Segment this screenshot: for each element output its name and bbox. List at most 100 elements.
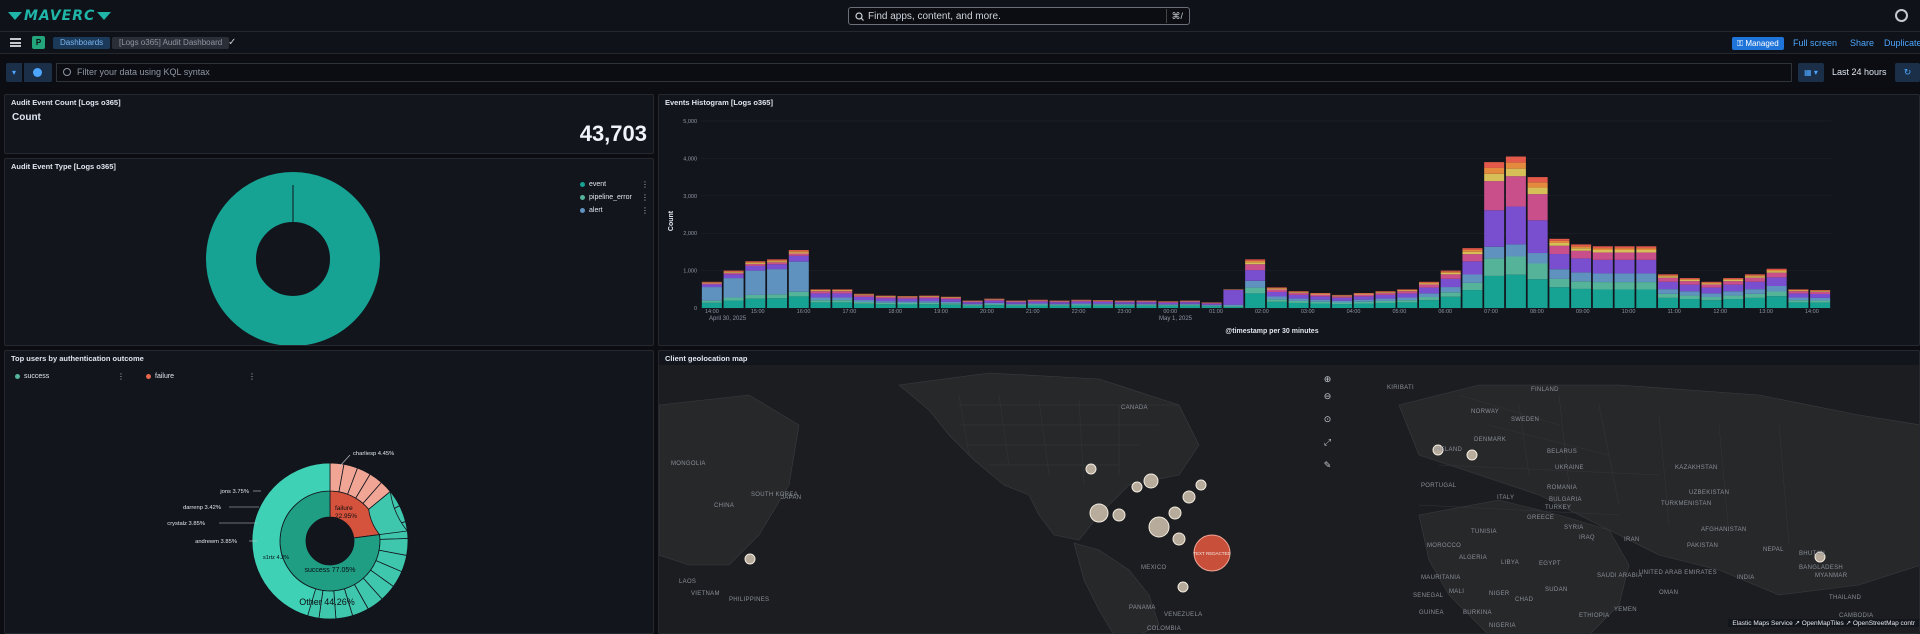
histogram-bar-segment[interactable] [1353,296,1374,300]
histogram-bar-segment[interactable] [1788,297,1809,301]
map-attribution[interactable]: Elastic Maps Service ↗ OpenMapTiles ↗ Op… [1728,619,1919,627]
histogram-bar-segment[interactable] [1223,290,1244,305]
histogram-bar-segment[interactable] [1658,297,1679,308]
histogram-bar-segment[interactable] [1353,303,1374,308]
histogram-bar-segment[interactable] [1440,274,1461,279]
histogram-bar-segment[interactable] [1527,194,1548,221]
histogram-bar-segment[interactable] [853,300,874,303]
histogram-bar-segment[interactable] [1375,298,1396,301]
histogram-bar-segment[interactable] [1636,282,1657,290]
histogram-bar-segment[interactable] [1006,305,1027,308]
histogram-bar-segment[interactable] [788,261,809,292]
histogram-bar-segment[interactable] [745,270,766,295]
histogram-bar-segment[interactable] [1744,297,1765,308]
histogram-bar-segment[interactable] [940,303,961,305]
histogram-bar-segment[interactable] [1375,292,1396,293]
histogram-bar-segment[interactable] [1810,291,1831,292]
histogram-bar-segment[interactable] [1766,269,1787,272]
breadcrumb-dashboards[interactable]: Dashboards [53,37,111,49]
histogram-bar-segment[interactable] [1245,280,1266,288]
histogram-bar-segment[interactable] [1549,287,1570,308]
filter-menu-button[interactable]: ▾ [6,63,22,82]
legend-item-success[interactable]: success [15,373,49,380]
histogram-bar-segment[interactable] [1093,301,1114,304]
histogram-bar-segment[interactable] [1418,282,1439,284]
histogram-bar-segment[interactable] [1505,206,1526,245]
histogram-bar-segment[interactable] [1288,292,1309,295]
histogram-bar-segment[interactable] [1505,274,1526,308]
histogram-bar-segment[interactable] [1571,248,1592,251]
draw-tool-icon[interactable]: ✎ [1323,460,1332,470]
map-point[interactable] [1172,532,1186,546]
histogram-bar-segment[interactable] [810,297,831,301]
histogram-bar-segment[interactable] [832,297,853,301]
map-point[interactable] [744,553,756,565]
histogram-bar-segment[interactable] [984,304,1005,306]
histogram-bar-segment[interactable] [767,298,788,308]
histogram-bar-segment[interactable] [1158,305,1179,308]
histogram-bar-segment[interactable] [1701,300,1722,308]
histogram-bar-segment[interactable] [1744,289,1765,294]
legend-options-icon[interactable]: ⋮ [117,372,125,381]
histogram-bar-segment[interactable] [832,300,853,303]
histogram-bar-segment[interactable] [919,296,940,299]
histogram-bar-segment[interactable] [919,304,940,308]
world-map[interactable]: TEXT REDACTED [659,365,1920,634]
histogram-bar-segment[interactable] [723,271,744,273]
histogram-bar-segment[interactable] [1571,288,1592,308]
histogram-bar-segment[interactable] [962,304,983,306]
duplicate-link[interactable]: Duplicate [1884,38,1920,48]
histogram-bar-segment[interactable] [1136,303,1157,305]
histogram-bar-segment[interactable] [788,251,809,253]
histogram-bar-segment[interactable] [1397,291,1418,294]
histogram-bar-segment[interactable] [1658,293,1679,298]
histogram-bar-segment[interactable] [875,302,896,305]
histogram-bar-segment[interactable] [1788,289,1809,290]
histogram-bar-segment[interactable] [1332,304,1353,308]
histogram-bar-segment[interactable] [1462,254,1483,262]
histogram-bar-segment[interactable] [788,255,809,262]
histogram-bar-segment[interactable] [1114,305,1135,308]
histogram-bar-segment[interactable] [875,301,896,303]
histogram-bar-segment[interactable] [1679,278,1700,280]
histogram-bar-segment[interactable] [1027,305,1048,308]
histogram-bar-segment[interactable] [1288,294,1309,299]
histogram-bar-segment[interactable] [1549,245,1570,255]
histogram-bar-segment[interactable] [1549,278,1570,288]
histogram-bar-segment[interactable] [1658,281,1679,290]
histogram-bar-segment[interactable] [1592,259,1613,274]
histogram-bar-segment[interactable] [1397,302,1418,308]
time-range-label[interactable]: Last 24 hours [1832,67,1887,77]
legend-item-failure[interactable]: failure [146,373,174,380]
legend-options-icon[interactable]: ⋮ [641,180,649,189]
histogram-bar-segment[interactable] [1636,248,1657,250]
histogram-bar-segment[interactable] [1071,305,1092,308]
histogram-bar-segment[interactable] [1527,177,1548,183]
histogram-bar-segment[interactable] [1614,252,1635,260]
histogram-bar-segment[interactable] [1505,256,1526,275]
histogram-bar-segment[interactable] [1592,249,1613,253]
histogram-bar-segment[interactable] [1527,253,1548,264]
histogram-bar-segment[interactable] [962,302,983,304]
histogram-bar-segment[interactable] [1266,299,1287,302]
map-point[interactable] [1112,508,1126,522]
histogram-bar-segment[interactable] [701,300,722,303]
histogram-bar-segment[interactable] [1679,295,1700,300]
histogram-bar-segment[interactable] [1658,276,1679,278]
histogram-bar-segment[interactable] [919,298,940,302]
histogram-bar-segment[interactable] [1201,306,1222,308]
histogram-bar-segment[interactable] [875,304,896,308]
histogram-bar-segment[interactable] [1245,259,1266,261]
histogram-bar-segment[interactable] [1006,302,1027,304]
histogram-bar-segment[interactable] [1245,293,1266,308]
histogram-bar-segment[interactable] [1744,277,1765,282]
histogram-bar-segment[interactable] [940,301,961,304]
histogram-bar-segment[interactable] [1549,242,1570,246]
histogram-bar-segment[interactable] [1223,307,1244,308]
histogram-bar-segment[interactable] [1375,291,1396,293]
histogram-bar-segment[interactable] [1440,287,1461,293]
histogram-bar-segment[interactable] [1136,302,1157,304]
histogram-bar-segment[interactable] [1462,274,1483,283]
map-point[interactable] [1466,449,1478,461]
histogram-bar-segment[interactable] [701,283,722,285]
